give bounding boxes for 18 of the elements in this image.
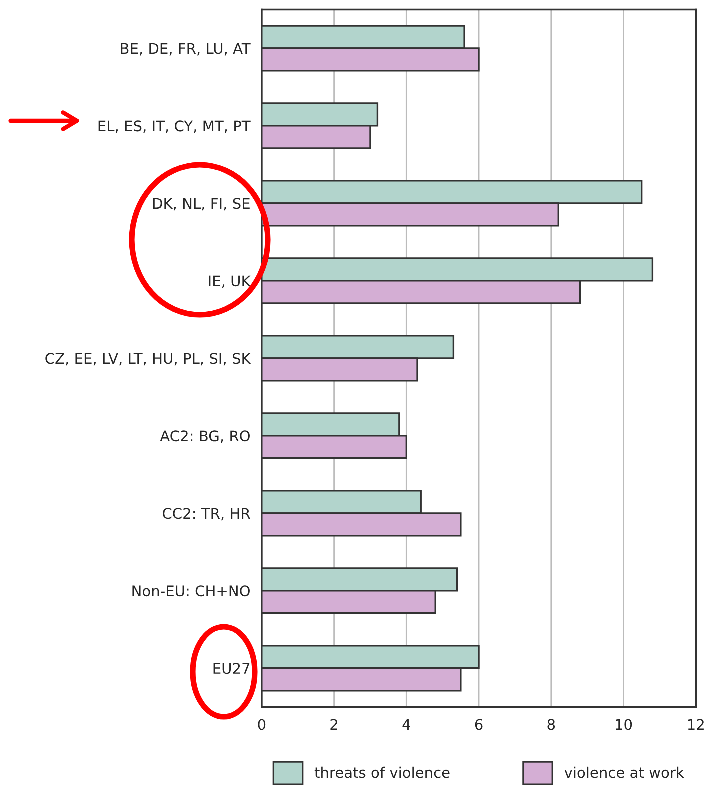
legend-label: violence at work xyxy=(564,766,684,778)
y-tick-label: DK, NL, FI, SE xyxy=(153,198,250,211)
x-tick-label: 12 xyxy=(688,719,704,730)
y-tick-label: AC2: BG, RO xyxy=(160,430,250,444)
y-tick-label: IE, UK xyxy=(209,276,252,288)
legend-label: threats of violence xyxy=(314,766,450,778)
y-tick-label: CC2: TR, HR xyxy=(163,508,250,521)
y-tick-label: EU27 xyxy=(214,663,250,674)
y-tick-label: Non-EU: CH+NO xyxy=(132,586,250,597)
x-tick-label: 4 xyxy=(402,719,410,730)
y-tick-label: EL, ES, IT, CY, MT, PT xyxy=(98,120,251,134)
x-tick-label: 10 xyxy=(616,719,632,730)
x-tick-label: 8 xyxy=(548,719,556,730)
y-tick-label: BE, DE, FR, LU, AT xyxy=(121,43,251,56)
y-tick-label: CZ, EE, LV, LT, HU, PL, SI, SK xyxy=(46,353,252,366)
x-tick-label: 0 xyxy=(258,719,266,730)
x-tick-label: 2 xyxy=(330,719,338,730)
x-tick-label: 6 xyxy=(475,719,483,730)
